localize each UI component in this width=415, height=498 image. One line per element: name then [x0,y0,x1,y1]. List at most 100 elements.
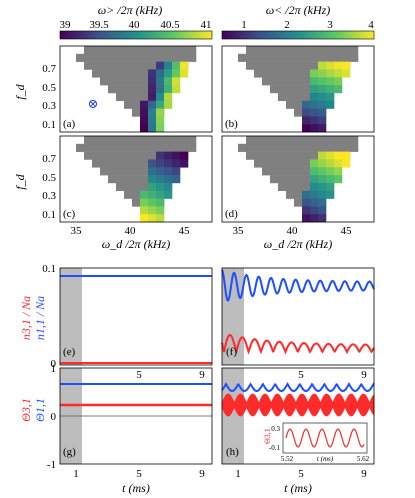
heatmap-cell [148,159,157,168]
heatmap-cell [140,124,149,133]
ytick-label: 0.3 [42,100,56,112]
heatmap-cell [310,46,319,55]
heatmap-cell [318,61,327,70]
heatmap-cell [172,167,181,176]
heatmap-cell [334,85,343,94]
heatmap-cell [326,151,335,160]
heatmap-cell [286,92,295,102]
heatmap-cell [326,136,335,145]
ylabel-theta31: Θ3,1 [19,398,33,422]
heatmap-cell [100,69,109,78]
heatmap-cell [156,92,165,102]
heatmap-cell [278,143,287,152]
heatmap-cell [108,85,117,94]
heatmap-cell [294,69,303,78]
heatmap-cell [294,175,303,184]
heatmap-cell [262,53,271,62]
heatmap-cell [278,159,287,168]
heatmap-cell [100,143,109,152]
heatmap-cell [148,182,157,192]
heatmap-cell [318,100,327,109]
heatmap-cell [302,85,311,94]
heatmap-cell [270,61,279,70]
heatmap-cell [318,108,327,117]
heatmap-cell [172,175,181,184]
heatmap-cell [270,143,279,152]
xtick-label: 40 [125,225,137,237]
phase-xaxis: 1 5 9 t (ms) 1 5 9 t (ms) [73,468,367,495]
panel-label: (c) [63,208,76,220]
heatmap-cell [326,69,335,78]
heatmap-cell [84,136,93,145]
heatmap-cell [262,136,271,145]
heatmap-cell [310,85,319,94]
phase-xlabel: t (ms) [284,481,312,495]
heatmap-cell [164,69,173,78]
heatmap-cell [318,175,327,184]
xtick-label: 9 [361,468,367,480]
heatmap-cell [278,92,287,102]
heatmap-cell [148,151,157,160]
population-yaxis: 0.1 0 n1,1 / Na n3,1 / Na [19,263,57,370]
heatmap-cell [148,136,157,145]
heatmap-cell [270,167,279,176]
xtick-label: 45 [179,225,191,237]
heatmap-cell [124,159,133,168]
heatmap-cell [310,124,319,133]
heatmap-cell [342,151,351,160]
heatmap-cell [116,182,125,192]
heatmap-cell [132,151,141,160]
heatmap-cell [164,175,173,184]
heatmap-cell [262,159,271,168]
heatmap-cell [156,214,165,223]
heatmap-cell [318,69,327,78]
heatmap-cell [254,143,263,152]
heatmap-cell [318,136,327,145]
heatmap-cell [350,143,359,152]
series-n11-line [221,269,375,302]
heatmap-cell [302,159,311,168]
heatmap-cell [148,100,157,109]
shaded-interval [60,268,82,365]
heatmap-cell [132,198,141,207]
heatmap-cell [238,143,247,152]
heatmap-cell [148,206,157,215]
heatmap-cell [140,136,149,145]
heatmap-cell [294,92,303,102]
heatmap-cell [116,77,125,86]
heatmap-cell [108,151,117,160]
heatmap-cell [350,46,359,55]
heatmap-cell [180,69,189,78]
heatmap-cell [294,46,303,55]
heatmap-panel-c: (c) [59,135,213,223]
heatmap-cell [278,167,287,176]
heatmap-cell [350,53,359,62]
phase-panel-h: (h) Θ3,1 0.3 -0.1 5.52 5.62 t (ms) [221,367,375,465]
heatmap-cell [188,143,197,152]
heatmap-cell [294,190,303,199]
heatmap-cell [262,151,271,160]
heatmap-cell [84,143,93,152]
heatmap-cell [326,175,335,184]
heatmap-cell [188,136,197,145]
heatmap-cell [148,92,157,102]
heatmap-cell [108,167,117,176]
heatmap-cell [302,198,311,207]
heatmap-cell [246,61,255,70]
heatmap-cell [172,77,181,86]
heatmap-cell [286,151,295,160]
heatmap-cell [140,151,149,160]
heatmap-cell [108,53,117,62]
heatmap-cell [278,85,287,94]
heatmap-cell [132,92,141,102]
inset-ytick: -0.1 [269,444,281,452]
heatmap-cell [76,53,85,62]
heatmap-cell [108,77,117,86]
heatmap-cell [310,206,319,215]
heatmap-cell [100,151,109,160]
colorbar-left-tick: 40.5 [160,19,180,31]
heatmap-cell [310,53,319,62]
series-theta31-band [221,393,375,417]
heatmap-cell [84,61,93,70]
